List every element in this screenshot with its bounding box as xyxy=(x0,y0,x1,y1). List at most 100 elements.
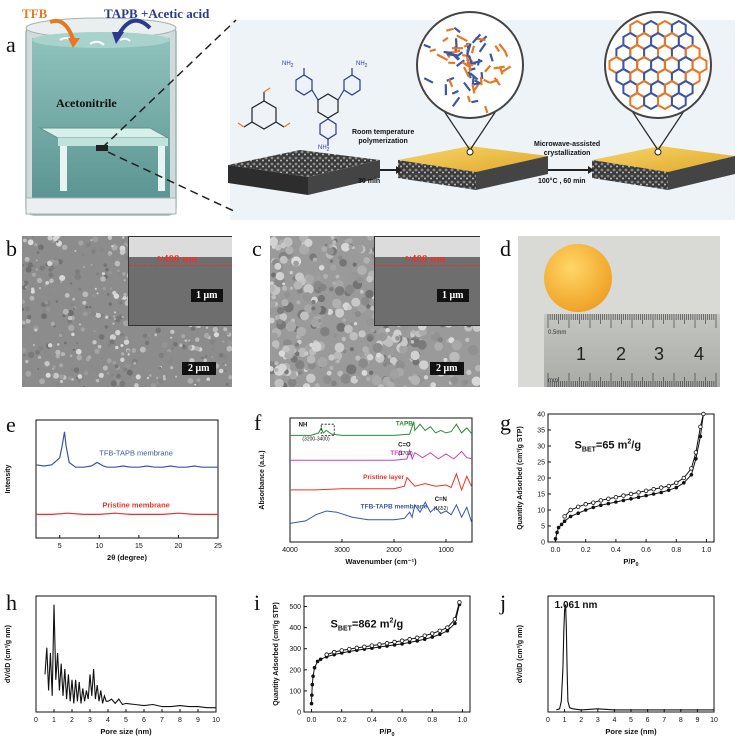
chart-e: 5 10 15 20 25 2θ (degree) Intensity TFB-TAPB me… xyxy=(5,419,222,562)
sem-grain xyxy=(179,343,183,348)
chart-e-frame xyxy=(35,419,219,539)
point-g-adsorption xyxy=(614,500,618,504)
amorphous-branch xyxy=(489,53,494,62)
sem-grain xyxy=(34,328,38,332)
point-g-desorption xyxy=(591,500,596,505)
point-g-adsorption xyxy=(629,497,633,501)
sem-grain xyxy=(317,294,326,303)
sem-grain xyxy=(165,351,172,357)
sem-grain xyxy=(348,238,353,243)
sem-grain xyxy=(355,375,360,380)
nh2-region-box xyxy=(320,423,335,436)
chart-h-xtick-label: 8 xyxy=(178,717,182,724)
sem-grain xyxy=(55,300,59,303)
sem-grain xyxy=(335,274,340,279)
amorphous-branch xyxy=(456,34,468,43)
sem-grain xyxy=(52,372,59,379)
sem-grain xyxy=(25,359,29,364)
magnifier-amorphous xyxy=(416,11,524,156)
amorphous-branch xyxy=(473,81,481,86)
sem-grain xyxy=(133,361,137,365)
annotation-f-5: (1652) xyxy=(434,506,449,512)
amorphous-branch xyxy=(471,75,475,85)
sem-grain xyxy=(23,238,27,243)
sem-grain xyxy=(359,289,364,294)
chart-h-xtick-label: 10 xyxy=(212,717,220,724)
sem-grain xyxy=(363,247,371,254)
sem-grain xyxy=(270,317,275,324)
sem-grain xyxy=(270,366,274,372)
sem-grain xyxy=(333,333,338,338)
sem-grain xyxy=(73,367,80,373)
sem-grain xyxy=(38,345,44,351)
chart-h-ylabel: dV/dD (cm³/g nm) xyxy=(5,625,12,683)
sem-grain xyxy=(363,257,370,264)
sem-grain xyxy=(274,361,279,366)
sem-grain xyxy=(90,249,96,255)
chart-h-xlabel: Pore size (nm) xyxy=(100,727,152,736)
chart-g-ytick-label: 0 xyxy=(541,540,545,547)
sem-grain xyxy=(120,343,124,348)
sem-grain xyxy=(294,342,300,347)
sem-grain xyxy=(434,341,443,351)
point-g-desorption xyxy=(689,466,694,471)
sem-grain xyxy=(67,287,71,291)
sem-grain xyxy=(304,304,313,313)
sem-grain xyxy=(30,289,35,294)
sem-grain xyxy=(35,349,40,355)
sem-grain xyxy=(107,343,112,348)
sem-grain xyxy=(289,270,293,275)
point-i-desorption xyxy=(347,646,352,652)
sem-grain xyxy=(162,377,166,381)
sem-grain xyxy=(95,378,100,383)
sem-grain xyxy=(112,315,116,318)
sem-grain xyxy=(108,316,112,320)
sem-grain xyxy=(52,367,55,370)
tfb-arrow-icon xyxy=(49,19,76,43)
sem-grain xyxy=(361,296,370,306)
series-f-label-1: TFB xyxy=(390,450,403,457)
sem-inset-c: ≈400 nm 1 μm xyxy=(374,236,480,326)
sem-grain xyxy=(106,293,110,296)
sem-grain xyxy=(332,298,342,309)
sem-grain xyxy=(78,287,82,291)
panel-label-b: b xyxy=(6,236,17,261)
sem-grain xyxy=(158,352,164,359)
sem-grain xyxy=(437,337,443,343)
sem-grain xyxy=(430,330,435,335)
sem-grain xyxy=(366,304,371,309)
sem-grain xyxy=(117,257,122,262)
sem-grain xyxy=(154,333,158,337)
sem-grain xyxy=(100,276,106,282)
sem-grain xyxy=(38,244,44,251)
sem-grain xyxy=(281,299,289,307)
sem-grain xyxy=(275,244,282,251)
point-g-desorption xyxy=(568,507,573,513)
sem-grain xyxy=(282,285,288,291)
sem-grain xyxy=(213,332,220,338)
sem-grain xyxy=(82,311,88,317)
sem-grain xyxy=(144,340,150,346)
sem-grain xyxy=(287,378,297,387)
sem-grain xyxy=(318,318,322,323)
sem-grain xyxy=(302,292,313,302)
sem-grain xyxy=(26,314,32,320)
sem-grain xyxy=(96,272,100,276)
sem-grain xyxy=(75,376,79,380)
sem-grain xyxy=(108,271,112,275)
sem-grain xyxy=(358,358,369,369)
sem-image-c: ≈400 nm 1 μm 2 μm xyxy=(270,236,480,387)
sem-grain xyxy=(31,287,35,291)
sem-grain xyxy=(34,288,37,292)
point-i-adsorption xyxy=(430,635,435,639)
sem-grain xyxy=(116,373,121,379)
sem-grain xyxy=(150,382,157,387)
sem-grain xyxy=(25,266,32,273)
sem-grain xyxy=(314,383,320,387)
step2-label: Microwave-assisted crystallization xyxy=(534,141,601,157)
sem-grain xyxy=(450,376,459,385)
chart-h-xtick-label: 2 xyxy=(70,717,74,724)
sem-grain xyxy=(121,236,125,239)
sem-grain xyxy=(349,322,354,327)
sem-grain xyxy=(62,314,66,318)
